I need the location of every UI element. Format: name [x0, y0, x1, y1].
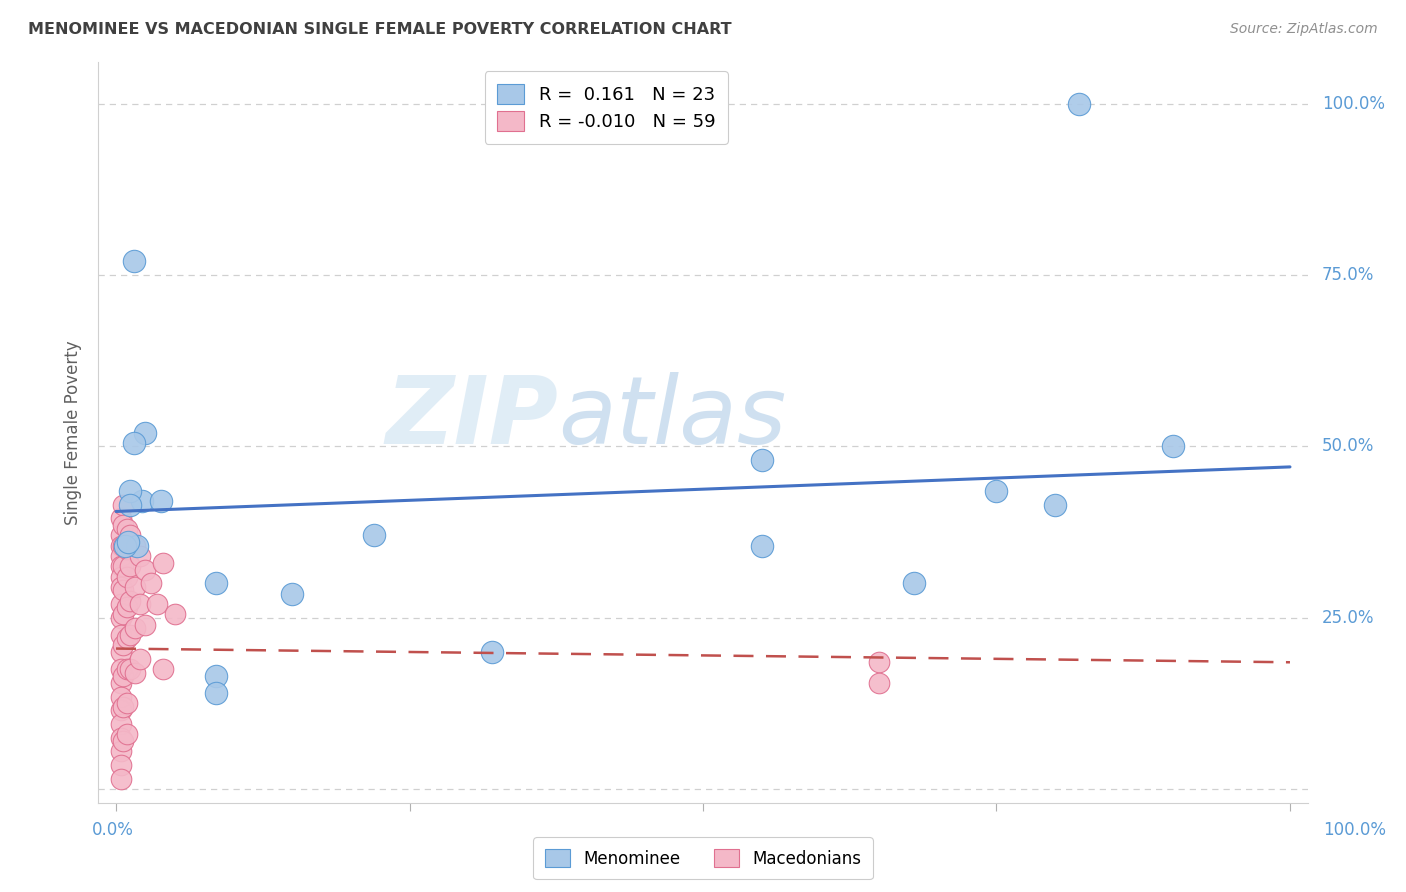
Legend: Menominee, Macedonians: Menominee, Macedonians — [533, 838, 873, 880]
Y-axis label: Single Female Poverty: Single Female Poverty — [65, 341, 83, 524]
Point — [120, 662, 142, 676]
Point — [903, 576, 925, 591]
Point — [112, 518, 135, 533]
Point — [115, 632, 138, 646]
Point — [134, 617, 156, 632]
Point — [122, 254, 145, 268]
Point — [152, 662, 174, 676]
Point — [115, 662, 138, 676]
Point — [112, 559, 135, 574]
Point — [115, 569, 138, 583]
Point — [163, 607, 186, 622]
Point — [122, 436, 145, 450]
Point — [110, 731, 132, 745]
Point — [112, 539, 135, 553]
Point — [115, 522, 138, 536]
Point — [112, 498, 135, 512]
Point — [110, 511, 132, 525]
Point — [112, 699, 135, 714]
Point — [110, 611, 132, 625]
Point — [149, 494, 172, 508]
Point — [146, 597, 169, 611]
Point — [110, 539, 132, 553]
Point — [112, 583, 135, 598]
Point — [112, 638, 135, 652]
Text: Source: ZipAtlas.com: Source: ZipAtlas.com — [1230, 22, 1378, 37]
Text: 25.0%: 25.0% — [1322, 608, 1375, 627]
Point — [751, 539, 773, 553]
Point — [110, 559, 132, 574]
Point — [204, 686, 226, 700]
Point — [481, 645, 503, 659]
Point — [124, 665, 146, 680]
Point — [110, 744, 132, 758]
Point — [124, 539, 146, 553]
Text: 100.0%: 100.0% — [1323, 822, 1386, 839]
Point — [1043, 498, 1066, 512]
Text: ZIP: ZIP — [385, 372, 558, 464]
Point — [127, 539, 149, 553]
Point — [115, 600, 138, 615]
Point — [128, 549, 150, 563]
Point — [124, 621, 146, 635]
Point — [986, 483, 1008, 498]
Point — [128, 597, 150, 611]
Point — [110, 569, 132, 583]
Point — [110, 580, 132, 594]
Point — [128, 652, 150, 666]
Point — [120, 528, 142, 542]
Point — [1067, 96, 1090, 111]
Point — [868, 655, 890, 669]
Point — [120, 593, 142, 607]
Point — [134, 563, 156, 577]
Point — [281, 587, 304, 601]
Point — [110, 662, 132, 676]
Point — [110, 676, 132, 690]
Point — [120, 628, 142, 642]
Point — [110, 690, 132, 704]
Point — [1161, 439, 1184, 453]
Point — [204, 576, 226, 591]
Point — [141, 576, 163, 591]
Text: 100.0%: 100.0% — [1322, 95, 1385, 112]
Point — [110, 717, 132, 731]
Point — [110, 645, 132, 659]
Text: MENOMINEE VS MACEDONIAN SINGLE FEMALE POVERTY CORRELATION CHART: MENOMINEE VS MACEDONIAN SINGLE FEMALE PO… — [28, 22, 731, 37]
Point — [363, 528, 385, 542]
Point — [131, 494, 153, 508]
Point — [110, 549, 132, 563]
Point — [115, 697, 138, 711]
Point — [110, 597, 132, 611]
Point — [110, 628, 132, 642]
Text: atlas: atlas — [558, 372, 786, 463]
Point — [112, 734, 135, 748]
Point — [117, 535, 139, 549]
Point — [110, 758, 132, 772]
Point — [124, 580, 146, 594]
Point — [114, 539, 136, 553]
Legend: R =  0.161   N = 23, R = -0.010   N = 59: R = 0.161 N = 23, R = -0.010 N = 59 — [485, 71, 728, 144]
Point — [112, 607, 135, 622]
Point — [115, 542, 138, 557]
Point — [120, 559, 142, 574]
Point — [120, 483, 142, 498]
Point — [134, 425, 156, 440]
Text: 50.0%: 50.0% — [1322, 437, 1375, 455]
Point — [110, 703, 132, 717]
Text: 75.0%: 75.0% — [1322, 266, 1375, 284]
Point — [120, 498, 142, 512]
Point — [751, 453, 773, 467]
Point — [110, 528, 132, 542]
Point — [204, 669, 226, 683]
Point — [152, 556, 174, 570]
Point — [115, 727, 138, 741]
Point — [868, 676, 890, 690]
Point — [110, 772, 132, 786]
Point — [112, 669, 135, 683]
Text: 0.0%: 0.0% — [93, 822, 134, 839]
